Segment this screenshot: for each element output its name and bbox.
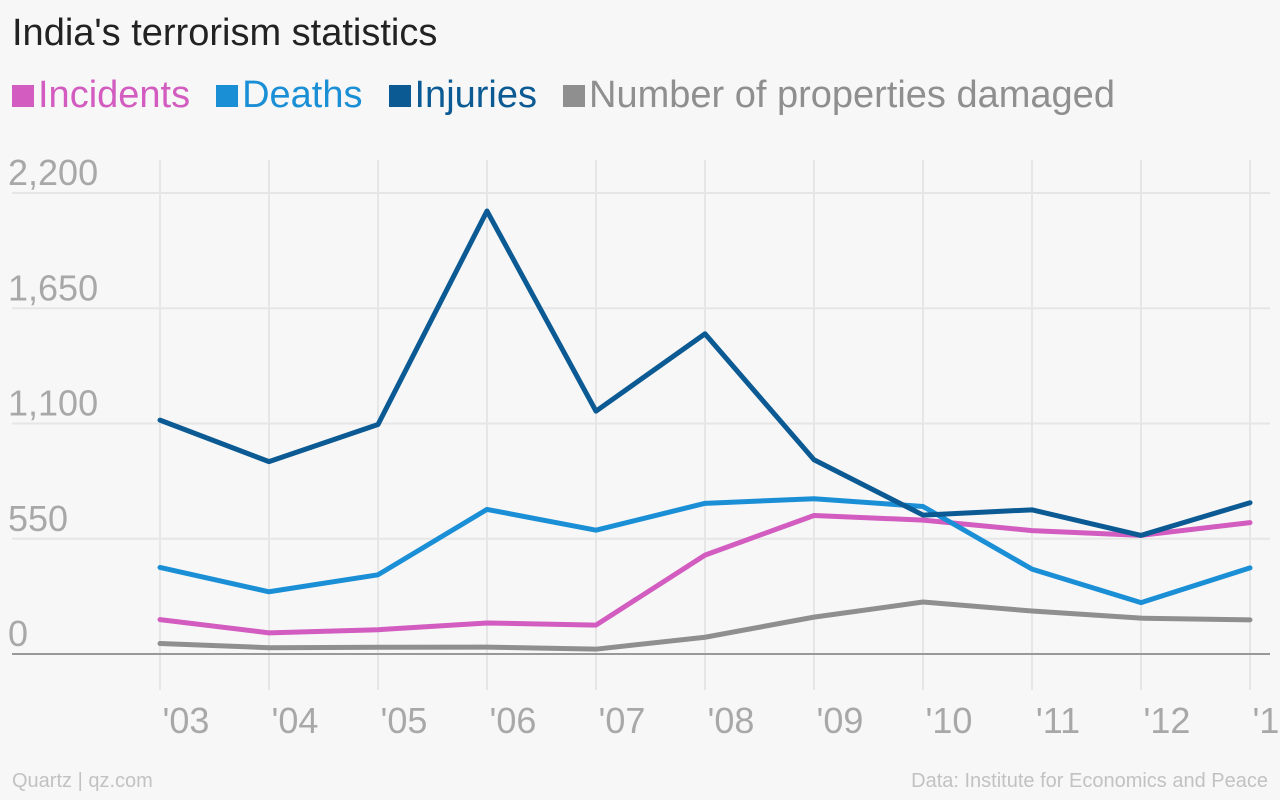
x-tick-label: '13 [1253, 700, 1280, 741]
x-tick-label: '09 [817, 700, 864, 741]
legend-item-injuries: Injuries [388, 74, 538, 117]
chart-title: India's terrorism statistics [12, 12, 438, 54]
legend-label: Deaths [242, 74, 363, 116]
x-tick-label: '05 [381, 700, 428, 741]
legend-item-number-of-properties-damaged: Number of properties damaged [563, 74, 1115, 117]
legend-label: Incidents [38, 74, 191, 116]
y-tick-label: 1,650 [8, 267, 98, 308]
x-tick-label: '04 [272, 700, 319, 741]
legend-label: Number of properties damaged [589, 74, 1115, 116]
x-tick-label: '08 [708, 700, 755, 741]
legend-label: Injuries [414, 74, 538, 116]
source-credit: Quartz | qz.com [12, 770, 153, 792]
x-tick-label: '10 [926, 700, 973, 741]
x-tick-label: '12 [1144, 700, 1191, 741]
y-tick-label: 2,200 [8, 152, 98, 193]
y-tick-label: 0 [8, 613, 28, 654]
legend-swatch [12, 84, 34, 107]
x-tick-label: '11 [1036, 700, 1080, 741]
legend-item-deaths: Deaths [216, 74, 363, 117]
x-tick-label: '03 [163, 700, 210, 741]
legend-swatch [388, 84, 411, 107]
y-tick-label: 1,100 [8, 383, 98, 424]
y-tick-label: 550 [8, 498, 68, 539]
legend-item-incidents: Incidents [12, 74, 190, 117]
legend-swatch [216, 84, 239, 107]
data-source: Data: Institute for Economics and Peace [911, 770, 1268, 792]
legend-swatch [563, 84, 585, 107]
chart-legend: Incidents Deaths Injuries Number of propert… [12, 74, 1141, 117]
x-tick-label: '06 [490, 700, 537, 741]
x-tick-label: '07 [599, 700, 646, 741]
